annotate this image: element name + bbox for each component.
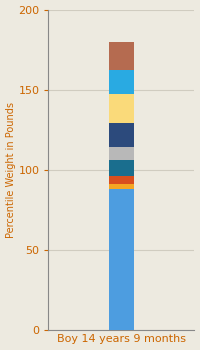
Bar	[109, 160, 134, 176]
Bar	[109, 123, 134, 147]
Bar	[109, 94, 134, 123]
Bar	[109, 70, 134, 95]
Y-axis label: Percentile Weight in Pounds: Percentile Weight in Pounds	[6, 102, 16, 238]
Bar	[109, 147, 134, 160]
Bar	[109, 176, 134, 184]
Bar	[109, 42, 134, 70]
Bar	[109, 189, 134, 330]
Bar	[109, 184, 134, 189]
